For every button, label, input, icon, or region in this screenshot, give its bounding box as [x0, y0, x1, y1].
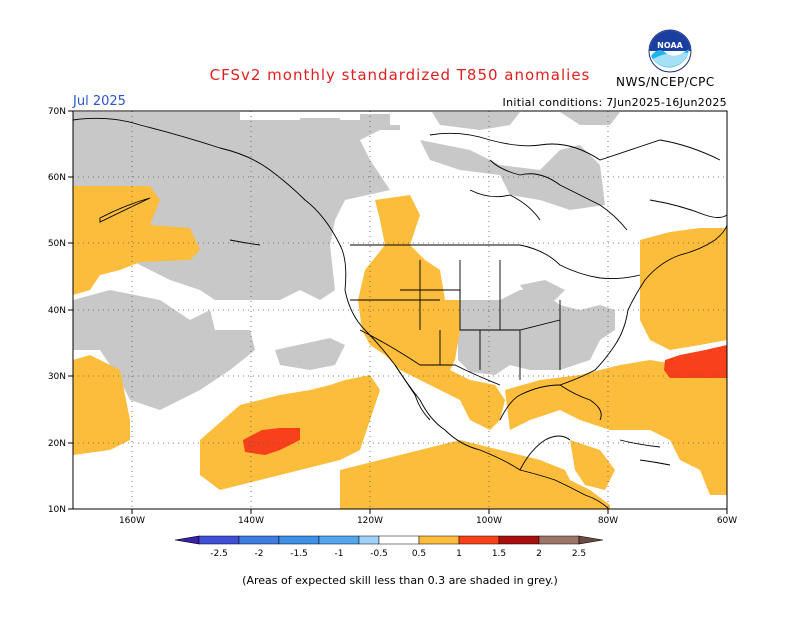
- legend-arrow-low: [174, 535, 200, 545]
- lon-label-140w: 140W: [238, 516, 264, 526]
- legend-swatch-4: [318, 535, 360, 545]
- lon-label-120w: 120W: [357, 516, 383, 526]
- axis-ticks: [68, 110, 728, 514]
- strong-anomaly-regions: [243, 345, 727, 455]
- lon-label-80w: 80W: [598, 516, 618, 526]
- legend-label: -1: [335, 549, 344, 559]
- lat-label-30n: 30N: [48, 372, 66, 382]
- legend-swatch-8: [498, 535, 540, 545]
- lat-label-50n: 50N: [48, 239, 66, 249]
- noaa-logo: NOAA: [648, 29, 692, 73]
- legend-label: 1.5: [492, 549, 506, 559]
- lat-label-70n: 70N: [48, 107, 66, 117]
- lat-label-40n: 40N: [48, 306, 66, 316]
- graticule: [73, 111, 727, 509]
- legend-swatch-5: [358, 535, 380, 545]
- lat-label-60n: 60N: [48, 173, 66, 183]
- legend-swatch-3: [278, 535, 320, 545]
- legend-swatch-6: [418, 535, 460, 545]
- legend-label: -2: [255, 549, 264, 559]
- forecast-month: Jul 2025: [73, 94, 126, 109]
- lon-label-100w: 100W: [476, 516, 502, 526]
- skill-footnote: (Areas of expected skill less than 0.3 a…: [242, 574, 558, 587]
- legend-label: 2: [536, 549, 542, 559]
- legend-swatch-7: [458, 535, 500, 545]
- lat-label-10n: 10N: [48, 505, 66, 515]
- color-legend: -2.5 -2 -1.5 -1 -0.5 0.5 1 1.5 2 2.5: [174, 535, 604, 559]
- legend-label: -0.5: [370, 549, 388, 559]
- legend-label: -2.5: [210, 549, 228, 559]
- legend-swatch-neutral: [378, 535, 420, 545]
- legend-label: -1.5: [290, 549, 308, 559]
- legend-label: 2.5: [572, 549, 586, 559]
- legend-label: 0.5: [412, 549, 426, 559]
- lon-label-160w: 160W: [119, 516, 145, 526]
- legend-swatch-9: [538, 535, 580, 545]
- legend-swatch-2: [238, 535, 280, 545]
- legend-swatch-1: [198, 535, 240, 545]
- lon-label-60w: 60W: [717, 516, 737, 526]
- noaa-logo-text: NOAA: [657, 41, 683, 50]
- map-title: CFSv2 monthly standardized T850 anomalie…: [209, 66, 591, 84]
- agency-label: NWS/NCEP/CPC: [616, 75, 715, 89]
- coastlines: [73, 117, 727, 509]
- lat-label-20n: 20N: [48, 439, 66, 449]
- legend-label: 1: [456, 549, 462, 559]
- initial-conditions: Initial conditions: 7Jun2025-16Jun2025: [502, 96, 727, 109]
- legend-arrow-high: [578, 535, 604, 545]
